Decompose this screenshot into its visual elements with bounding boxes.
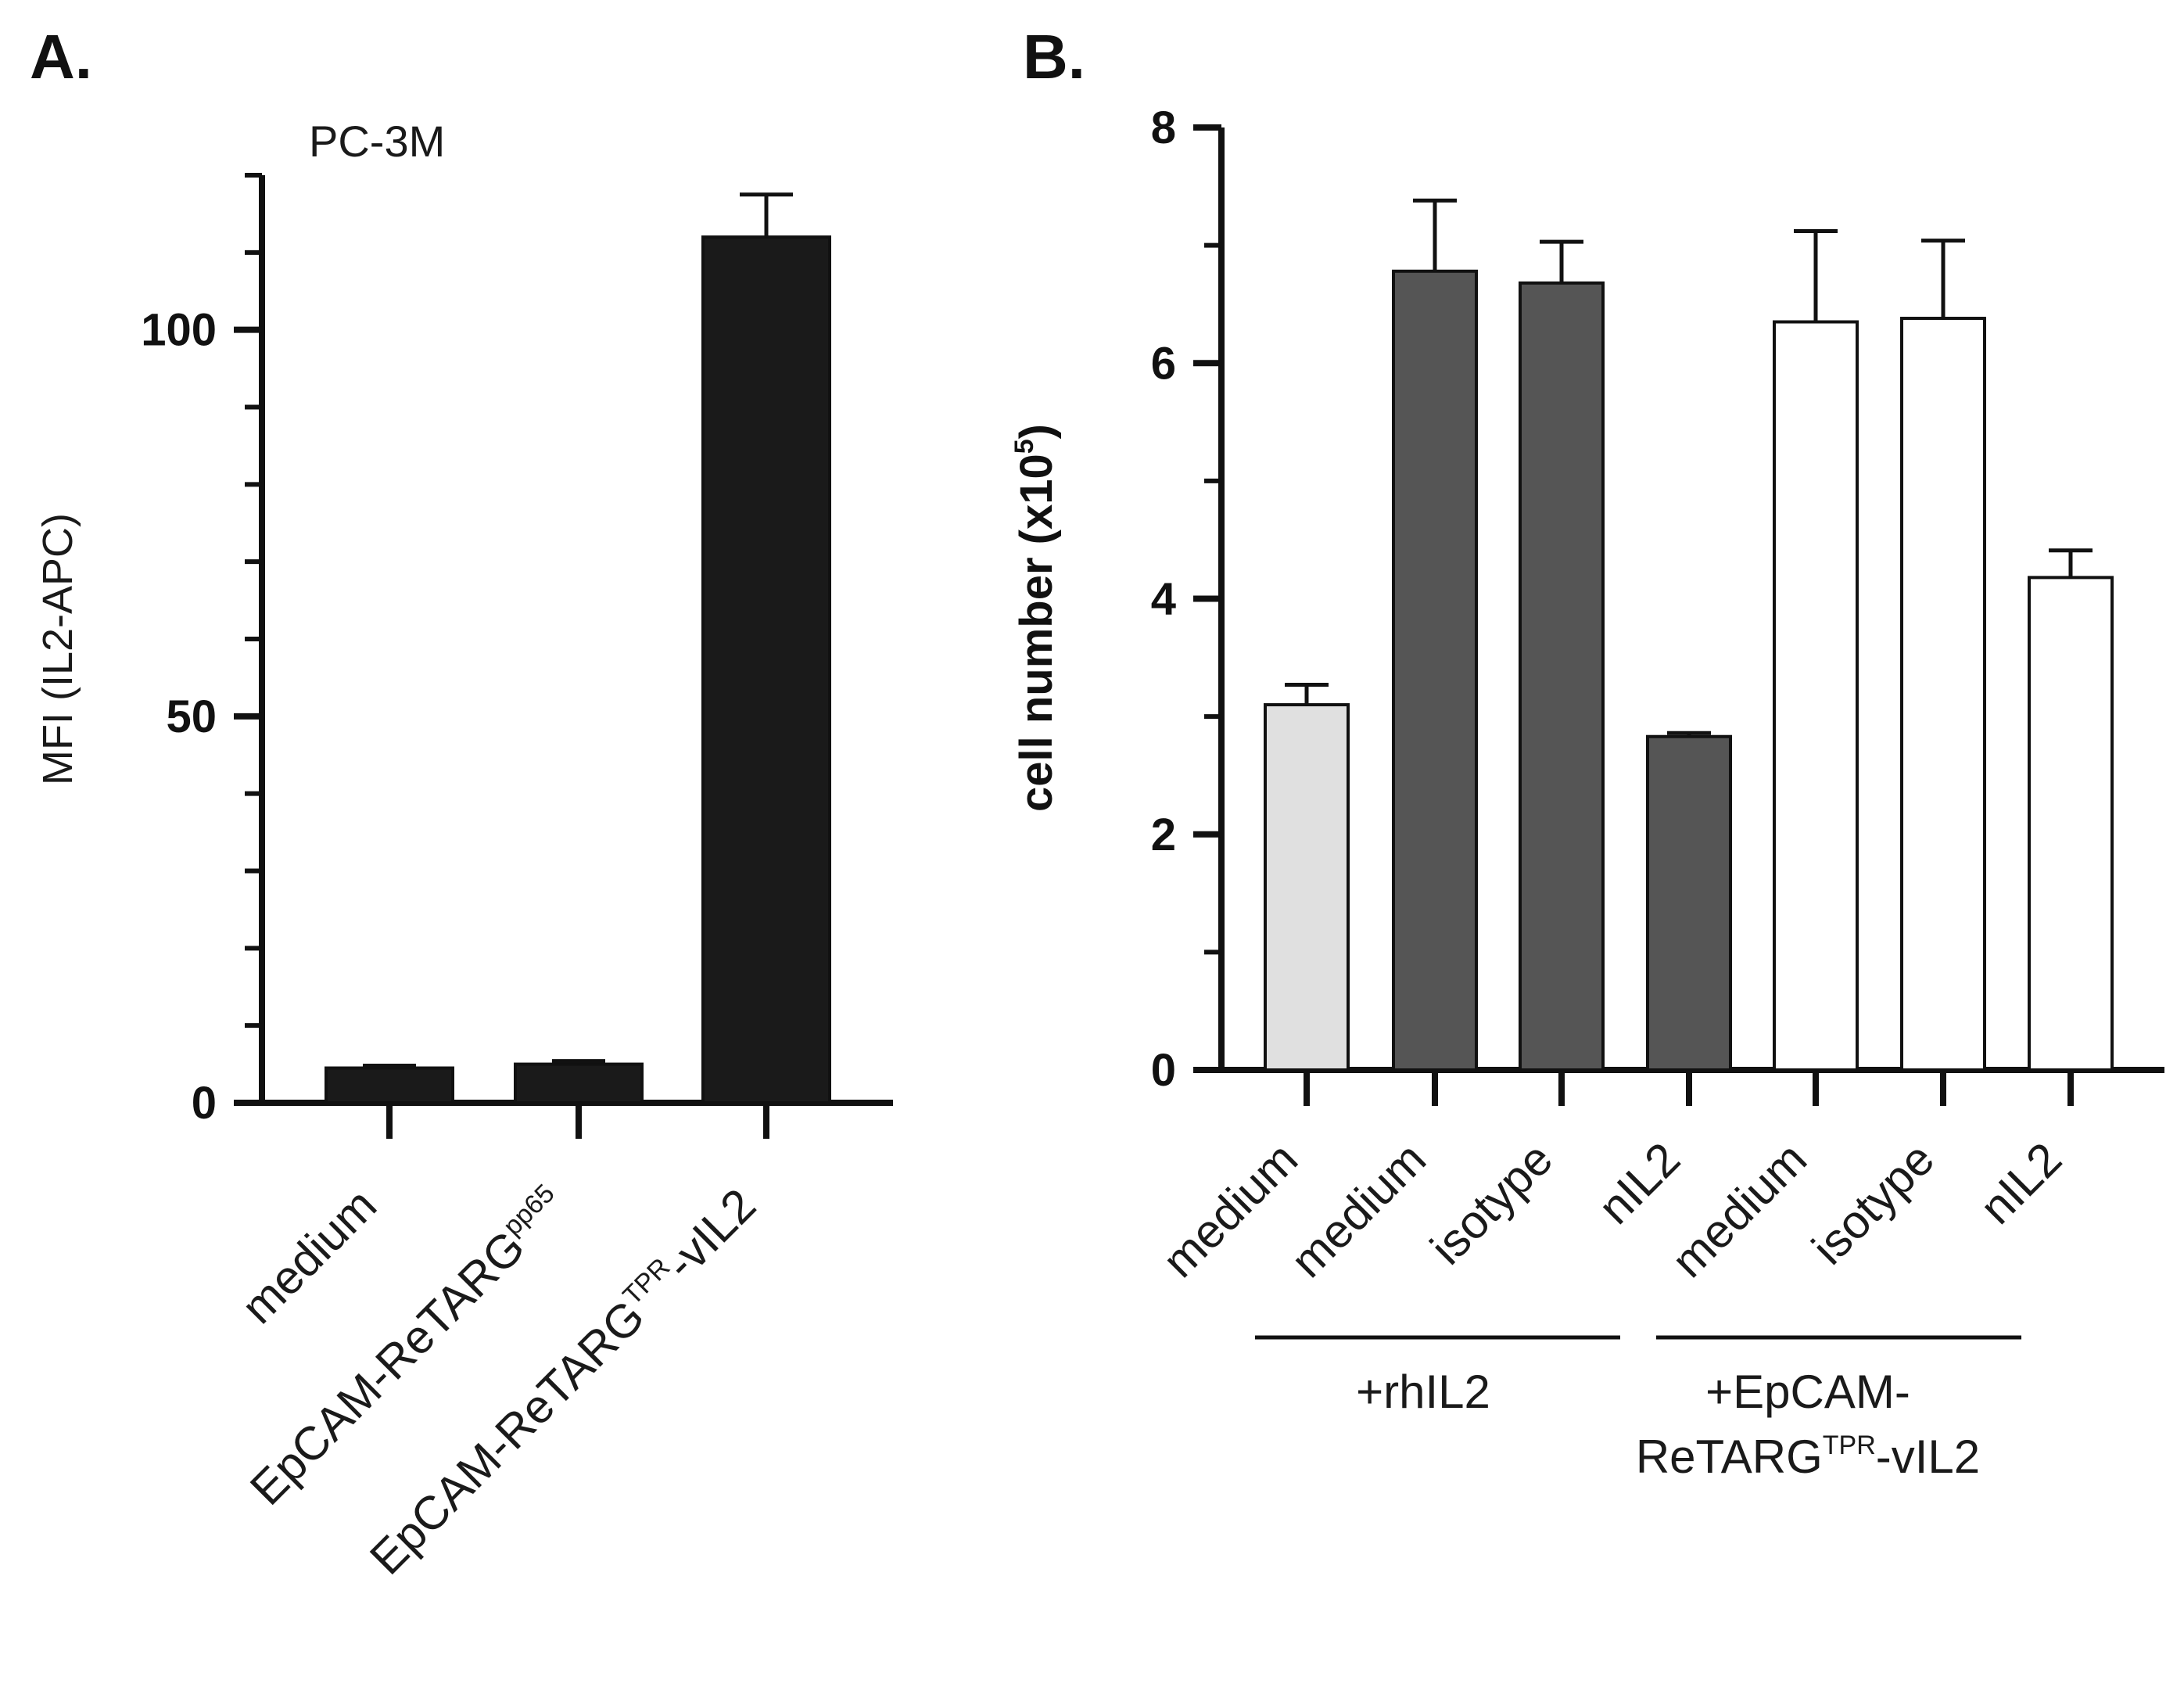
panel-a-tick-labels: 0 50 100 [141, 305, 217, 1129]
panel-b-letter: B. [1023, 22, 1085, 92]
panel-b-group-labels: +rhIL2 +EpCAM- ReTARGTPR-vIL2 [1255, 1335, 2021, 1483]
panel-a: A. PC-3M MFI (IL2-APC) 0 50 100 mediumEpCA… [30, 22, 893, 1585]
panel-b-y-axis-label: cell number (x105) [1010, 424, 1062, 812]
panel-b-bar [1392, 269, 1478, 1072]
panel-b-y-tick-label: 4 [1151, 574, 1176, 625]
panel-b-group-label: ReTARGTPR-vIL2 [1636, 1431, 1980, 1483]
panel-b-y-tick-label: 0 [1151, 1045, 1176, 1096]
panel-a-letter: A. [30, 22, 92, 92]
panel-b-y-tick-label: 2 [1151, 810, 1176, 860]
panel-a-bars [325, 192, 831, 1105]
panel-b-category-label: nIL2 [1588, 1133, 1690, 1234]
panel-b-y-axis-label-group: cell number (x105) [1010, 424, 1062, 812]
panel-b-bar [1646, 734, 1732, 1072]
panel-b-category-label: isotype [1802, 1133, 1944, 1275]
panel-b-bar [1773, 320, 1859, 1072]
panel-b-bar [2028, 576, 2114, 1072]
panel-b-group-label: +EpCAM- [1705, 1366, 1910, 1418]
panel-a-category-label: medium [231, 1179, 386, 1334]
panel-b-y-tick-label: 8 [1151, 102, 1176, 153]
panel-a-y-axis-label: MFI (IL2-APC) [34, 513, 81, 785]
panel-b-category-label: medium [1662, 1133, 1816, 1287]
panel-b-category-label: nIL2 [1970, 1133, 2071, 1234]
panel-b-category-label: isotype [1420, 1133, 1562, 1275]
panel-a-bar [514, 1062, 644, 1105]
panel-b-bar [1264, 703, 1350, 1072]
panel-a-y-tick-label: 50 [166, 691, 217, 742]
panel-a-category-label: EpCAM-ReTARGpp65 [240, 1179, 576, 1515]
panel-a-title: PC-3M [309, 117, 445, 166]
panel-b-bar [1519, 281, 1605, 1072]
panel-b-bars [1264, 198, 2114, 1072]
panel-b-category-label: medium [1281, 1133, 1436, 1287]
panel-b-group-label: +rhIL2 [1356, 1366, 1490, 1418]
panel-a-y-tick-label: 0 [192, 1078, 217, 1129]
panel-a-y-tick-label: 100 [141, 305, 217, 356]
panel-a-category-label: EpCAM-ReTARGTPR-vIL2 [360, 1179, 766, 1585]
panel-a-bar [701, 235, 831, 1105]
panel-b-y-tick-label: 6 [1151, 338, 1176, 389]
panel-b-bar [1900, 317, 1986, 1072]
panel-a-bar [325, 1066, 454, 1105]
panel-b-category-label: medium [1153, 1133, 1307, 1287]
panel-b-tick-labels: 0 2 4 6 8 [1151, 102, 1176, 1096]
panel-a-category-labels: mediumEpCAM-ReTARGpp65EpCAM-ReTARGTPR-vI… [231, 1179, 766, 1585]
